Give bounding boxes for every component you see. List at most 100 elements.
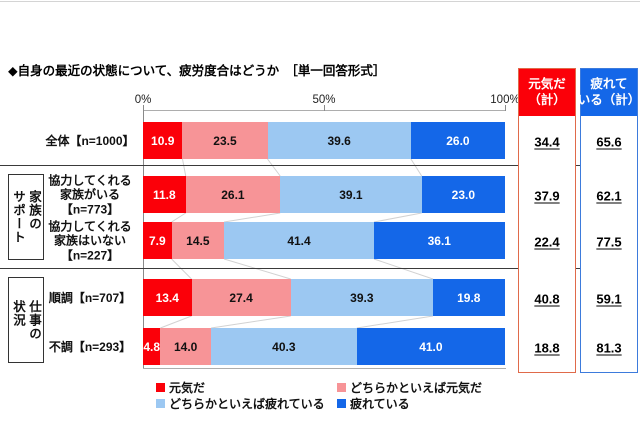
- summary-value: 59.1: [596, 291, 622, 306]
- bar-segment-3: 23.0: [421, 176, 505, 213]
- page-top-border: [0, 1, 640, 2]
- legend-label: どちらかといえば元気だ: [350, 381, 483, 395]
- bar-segment-0: 10.9: [143, 122, 183, 159]
- segment-value-label: 10.9: [151, 133, 175, 148]
- group-label-line: 家族の: [27, 190, 41, 231]
- segment-value-label: 41.0: [419, 339, 443, 354]
- segment-value-label: 36.1: [427, 233, 451, 248]
- group-box-family-support: 家族の サポート: [8, 174, 44, 260]
- legend-swatch-icon: [156, 399, 165, 408]
- category-label-line: 不調【n=293】: [48, 339, 132, 354]
- group-separator-line: [0, 165, 637, 166]
- bar-segment-3: 19.8: [432, 279, 505, 316]
- category-label-line: 全体【n=1000】: [45, 133, 135, 148]
- segment-value-label: 40.3: [272, 339, 296, 354]
- segment-value-label: 26.1: [221, 187, 245, 202]
- legend-swatch-icon: [337, 399, 346, 408]
- bar-segment-0: 11.8: [143, 176, 186, 213]
- segment-value-label: 11.8: [153, 187, 176, 202]
- group-label: 家族の サポート: [10, 190, 42, 244]
- legend-item: どちらかといえば元気だ: [337, 379, 482, 396]
- group-label-line: サポート: [11, 190, 25, 244]
- bar-segment-1: 14.0: [160, 328, 211, 365]
- segment-value-label: 4.8: [143, 339, 161, 354]
- summary-column-header-genki: 元気だ （計）: [519, 69, 575, 116]
- legend-item: 疲れている: [337, 395, 410, 412]
- bar-segment-0: 7.9: [143, 222, 172, 259]
- category-label: 協力してくれる 家族はいない 【n=227】: [40, 219, 140, 263]
- segment-value-label: 26.0: [446, 133, 470, 148]
- segment-value-label: 41.4: [287, 233, 311, 248]
- segment-value-label: 27.4: [229, 290, 253, 305]
- category-label: 協力してくれる 家族がいる 【n=773】: [40, 173, 140, 217]
- summary-column-genki: 元気だ （計） 34.4 37.9 22.4 40.8 18.8: [518, 68, 576, 373]
- bar-segment-1: 14.5: [171, 222, 225, 259]
- bar-segment-0: 13.4: [143, 279, 192, 316]
- legend-label: どちらかといえば疲れている: [169, 397, 325, 411]
- bar-segment-3: 36.1: [373, 222, 505, 259]
- bar-row: 10.9 23.5 39.6 26.0: [143, 122, 505, 159]
- axis-tick-mark: [143, 105, 144, 111]
- category-label: 不調【n=293】: [40, 339, 140, 354]
- category-label-line: 家族はいない: [53, 233, 126, 248]
- summary-value: 18.8: [534, 340, 560, 355]
- segment-value-label: 19.8: [457, 290, 481, 305]
- segment-value-label: 14.5: [186, 233, 210, 248]
- chart-title: ◆自身の最近の状態について、疲労度合はどうか ［単一回答形式］: [8, 64, 386, 78]
- bar-row: 11.8 26.1 39.1 23.0: [143, 176, 505, 213]
- bar-segment-1: 26.1: [185, 176, 281, 213]
- summary-header-line: 元気だ: [528, 77, 566, 91]
- summary-value: 37.9: [534, 188, 560, 203]
- legend-label: 疲れている: [350, 397, 410, 411]
- segment-value-label: 39.3: [350, 290, 374, 305]
- bar-row: 4.8 14.0 40.3 41.0: [143, 328, 505, 365]
- segment-value-label: 39.1: [339, 187, 363, 202]
- category-label: 順調【n=707】: [40, 290, 140, 305]
- axis-tick-label-50: 50%: [312, 94, 336, 106]
- summary-value: 77.5: [596, 234, 622, 249]
- axis-tick-label-100: 100%: [490, 94, 520, 106]
- legend-item: どちらかといえば疲れている: [156, 395, 325, 412]
- bar-segment-2: 39.6: [267, 122, 411, 159]
- category-label-line: 【n=227】: [60, 247, 120, 262]
- summary-column-tsukarete: 疲れて いる（計） 65.6 62.1 77.5 59.1 81.3: [577, 68, 640, 373]
- axis-tick-mark: [505, 105, 506, 111]
- legend-swatch-icon: [156, 383, 165, 392]
- group-box-work-status: 仕事の 状況: [8, 277, 44, 363]
- plot-bottom-border: [143, 368, 506, 369]
- bar-segment-2: 41.4: [224, 222, 374, 259]
- legend-item: 元気だ: [156, 379, 205, 396]
- axis-tick-mark: [324, 105, 325, 111]
- bar-row: 13.4 27.4 39.3 19.8: [143, 279, 505, 316]
- summary-value: 34.4: [534, 134, 560, 149]
- bar-segment-1: 27.4: [191, 279, 291, 316]
- summary-header-line: （計）: [528, 92, 566, 107]
- summary-value: 65.6: [596, 134, 622, 149]
- bar-segment-2: 39.1: [280, 176, 422, 213]
- segment-value-label: 13.4: [155, 290, 179, 305]
- bar-segment-3: 41.0: [356, 328, 505, 365]
- segment-value-label: 23.5: [213, 133, 237, 148]
- summary-value: 22.4: [534, 234, 560, 249]
- bar-segment-2: 40.3: [210, 328, 357, 365]
- summary-header-line: いる（計）: [577, 92, 640, 107]
- segment-value-label: 7.9: [148, 233, 166, 248]
- summary-value: 40.8: [534, 291, 560, 306]
- group-separator-line: [0, 268, 637, 269]
- category-label-line: 協力してくれる: [48, 218, 132, 233]
- legend-swatch-icon: [337, 383, 346, 392]
- bar-segment-3: 26.0: [410, 122, 505, 159]
- axis-tick-label-0: 0%: [134, 94, 152, 106]
- category-label-line: 協力してくれる: [48, 172, 132, 187]
- segment-value-label: 14.0: [173, 339, 198, 354]
- summary-header-line: 疲れて: [590, 77, 628, 91]
- summary-value: 81.3: [596, 340, 622, 355]
- summary-value: 62.1: [596, 188, 622, 203]
- bar-segment-1: 23.5: [182, 122, 268, 159]
- summary-column-header-tsukarete: 疲れて いる（計）: [577, 69, 640, 116]
- category-label-line: 家族がいる: [59, 187, 120, 202]
- group-label-line: 状況: [11, 299, 25, 327]
- bar-segment-2: 39.3: [290, 279, 433, 316]
- bar-row: 7.9 14.5 41.4 36.1: [143, 222, 505, 259]
- group-label-line: 仕事の: [27, 299, 41, 341]
